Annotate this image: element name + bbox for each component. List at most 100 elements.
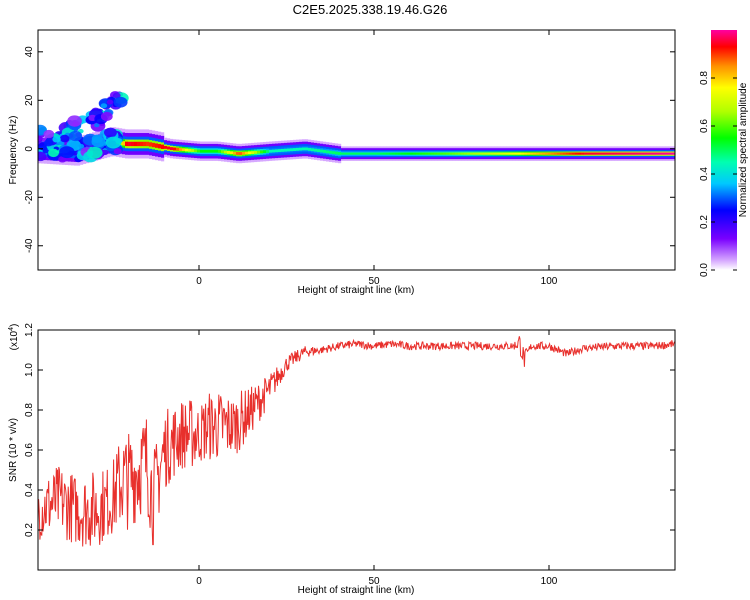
y-tick-label: 40: [24, 46, 35, 58]
heatmap-cell: [599, 152, 603, 155]
snr-x-label: Height of straight line (km): [298, 585, 415, 596]
snr-y-label: SNR (10 * v/v): [8, 418, 19, 482]
heatmap-cell: [554, 152, 558, 155]
colorbar-tick-label: 0.0: [699, 263, 710, 277]
heatmap-cell: [650, 152, 654, 155]
heatmap-cell: [497, 152, 501, 155]
heatmap-cell: [278, 149, 282, 153]
heatmap-cell: [362, 152, 366, 155]
heatmap-cell: [611, 152, 615, 155]
heatmap-cell: [131, 141, 135, 147]
heatmap-cell: [557, 152, 561, 155]
heatmap-cell: [365, 152, 369, 155]
y-tick-label: 0.8: [24, 403, 35, 417]
heatmap-cell: [260, 150, 264, 154]
heatmap-cell: [149, 142, 153, 147]
spectrogram-panel: 0 50 100 -40 -20 0 20 40 Height of straight li…: [8, 29, 676, 296]
heatmap-cell: [284, 148, 288, 152]
heatmap-cell: [521, 152, 525, 155]
heatmap-cell: [170, 147, 174, 151]
snr-x-ticks: 0 50 100: [196, 330, 558, 587]
heatmap-cell: [542, 152, 546, 155]
heatmap-cell: [158, 144, 162, 149]
heatmap-cell: [377, 152, 381, 155]
snr-series-line: [38, 336, 675, 547]
y-tick-label: 1.0: [24, 363, 35, 377]
heatmap-cell: [467, 152, 471, 155]
heatmap-cell: [383, 152, 387, 155]
heatmap-cell: [191, 149, 195, 152]
y-tick-label: 0.6: [24, 443, 35, 457]
heatmap-cell: [635, 152, 639, 155]
heatmap-cell: [215, 149, 219, 153]
heatmap-cell: [314, 148, 318, 152]
heatmap-cell: [140, 141, 144, 147]
heatmap-cell: [536, 152, 540, 155]
heatmap-blob: [43, 129, 55, 139]
heatmap-cell: [626, 152, 630, 155]
heatmap-blob: [100, 111, 113, 121]
heatmap-cell: [290, 148, 294, 152]
heatmap-cell: [155, 143, 159, 148]
colorbar: 0.0 0.2 0.4 0.6 0.8 Normalized spectral ampl…: [699, 30, 749, 277]
heatmap-cell: [515, 152, 519, 155]
heatmap-cell: [239, 152, 243, 155]
heatmap-cell: [323, 149, 327, 153]
heatmap-cell: [233, 151, 237, 155]
heatmap-cell: [293, 148, 297, 152]
heatmap-cell: [137, 141, 141, 147]
heatmap-cell: [671, 152, 675, 155]
heatmap-cell: [320, 149, 324, 153]
heatmap-cell: [398, 152, 402, 155]
heatmap-cell: [464, 152, 468, 155]
heatmap-cell: [353, 152, 357, 155]
heatmap-cell: [326, 150, 330, 154]
heatmap-cell: [197, 149, 201, 153]
heatmap-cell: [164, 145, 168, 149]
heatmap-cell: [179, 148, 183, 151]
heatmap-cell: [275, 149, 279, 153]
heatmap-cell: [104, 141, 108, 146]
y-tick-label: 1.2: [24, 323, 35, 337]
spectrogram-frame: [37, 29, 676, 271]
heatmap-cell: [647, 152, 651, 155]
heatmap-cell: [308, 147, 312, 151]
heatmap-cell: [368, 152, 372, 155]
heatmap-cell: [425, 152, 429, 155]
heatmap-cell: [371, 152, 375, 155]
heatmap-cell: [674, 152, 675, 155]
heatmap-cell: [545, 152, 549, 155]
heatmap-blob: [113, 148, 122, 155]
heatmap-cell: [185, 148, 189, 152]
snr-y-ticks: 0.2 0.4 0.6 0.8 1.0 1.2: [24, 323, 675, 537]
colorbar-tick-label: 0.6: [699, 119, 710, 133]
heatmap-cell: [500, 152, 504, 155]
heatmap-cell: [434, 152, 438, 155]
heatmap-cell: [257, 150, 261, 154]
heatmap-cell: [311, 148, 315, 152]
heatmap-cell: [203, 149, 207, 153]
heatmap-cell: [413, 152, 417, 155]
colorbar-gradient: [711, 30, 737, 270]
spectrogram-y-label: Frequency (Hz): [8, 116, 19, 185]
heatmap-cell: [350, 152, 354, 155]
heatmap-cell: [338, 152, 342, 155]
heatmap-cell: [494, 152, 498, 155]
heatmap-cell: [575, 152, 579, 155]
heatmap-cell: [344, 152, 348, 155]
heatmap-cell: [638, 152, 642, 155]
heatmap-cell: [539, 152, 543, 155]
heatmap-cell: [359, 152, 363, 155]
heatmap-cell: [506, 152, 510, 155]
heatmap-cell: [269, 149, 273, 153]
heatmap-cell: [449, 152, 453, 155]
heatmap-cell: [620, 152, 624, 155]
colorbar-tick-label: 0.4: [699, 167, 710, 181]
heatmap-cell: [584, 152, 588, 155]
heatmap-blob: [43, 139, 54, 147]
heatmap-cell: [224, 150, 228, 154]
heatmap-cell: [221, 150, 225, 154]
heatmap-cell: [404, 152, 408, 155]
heatmap-cell: [122, 141, 126, 146]
